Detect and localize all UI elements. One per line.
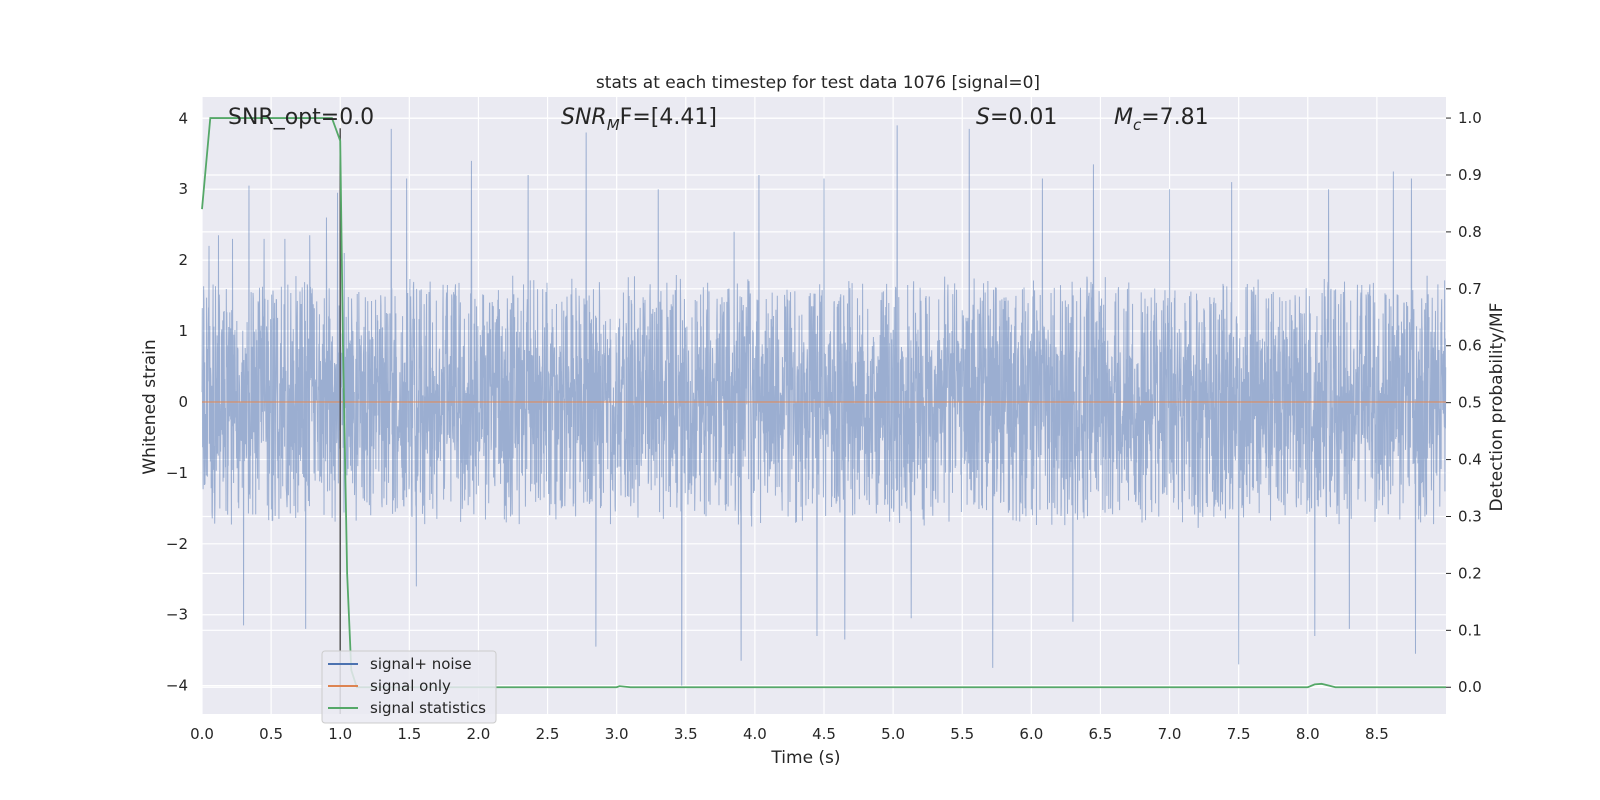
snr-mf-symbol: SNR bbox=[561, 105, 607, 130]
y-tick-label: −1 bbox=[166, 464, 188, 482]
x-tick-label: 1.5 bbox=[397, 725, 421, 743]
mc-value: =7.81 bbox=[1141, 105, 1208, 130]
snr-mf-subscript: M bbox=[607, 116, 620, 134]
mc-annotation: Mc=7.81 bbox=[1114, 105, 1209, 134]
tick-labels: 0.0 0.5 1.0 1.5 2.0 2.5 3.0 3.5 4.0 4.5 5.0 5.5 6.0 6… bbox=[166, 109, 1482, 743]
y2-tick-label: 0.5 bbox=[1458, 394, 1482, 412]
x-tick-label: 3.5 bbox=[674, 725, 698, 743]
y-tick-label: 2 bbox=[178, 251, 188, 269]
legend: signal+ noise signal only signal statist… bbox=[321, 650, 497, 724]
y-tick-label: 3 bbox=[178, 180, 188, 198]
y2-axis-label: Detection probability/MF bbox=[1487, 303, 1507, 512]
x-tick-label: 2.5 bbox=[536, 725, 560, 743]
y2-tick-label: 0.7 bbox=[1458, 280, 1482, 298]
x-tick-label: 7.0 bbox=[1158, 725, 1182, 743]
y2-tick-label: 0.6 bbox=[1458, 337, 1482, 355]
s-annotation: S=0.01 bbox=[976, 105, 1057, 130]
y2-tick-label: 1.0 bbox=[1458, 109, 1482, 127]
y2-tick-label: 0.0 bbox=[1458, 678, 1482, 696]
legend-box bbox=[321, 650, 497, 724]
x-tick-label: 5.0 bbox=[881, 725, 905, 743]
signal-noise-line bbox=[201, 125, 1447, 686]
s-symbol: S bbox=[976, 105, 990, 130]
mc-subscript: c bbox=[1133, 116, 1142, 134]
x-tick-label: 0.5 bbox=[259, 725, 283, 743]
x-tick-label: 2.0 bbox=[467, 725, 491, 743]
legend-label-signal-noise: signal+ noise bbox=[370, 655, 472, 673]
y-tick-label: −3 bbox=[166, 606, 188, 624]
x-tick-label: 4.5 bbox=[812, 725, 836, 743]
y2-tick-label: 0.2 bbox=[1458, 564, 1482, 582]
s-value: =0.01 bbox=[990, 105, 1057, 130]
y-tick-label: −4 bbox=[166, 677, 188, 695]
y2-tick-label: 0.9 bbox=[1458, 166, 1482, 184]
y-tick-label: 0 bbox=[178, 393, 188, 411]
y-tick-label: −2 bbox=[166, 535, 188, 553]
x-tick-label: 1.0 bbox=[328, 725, 352, 743]
legend-label-signal-only: signal only bbox=[370, 677, 451, 695]
y2-tick-label: 0.4 bbox=[1458, 451, 1482, 469]
mc-symbol: M bbox=[1114, 105, 1133, 130]
snr-mf-value: F=[4.41] bbox=[620, 105, 717, 130]
series-signal-noise bbox=[201, 125, 1447, 686]
y2-tick-label: 0.3 bbox=[1458, 507, 1482, 525]
x-tick-label: 6.0 bbox=[1019, 725, 1043, 743]
x-tick-label: 5.5 bbox=[950, 725, 974, 743]
snr-mf-annotation: SNRMF=[4.41] bbox=[561, 105, 717, 134]
x-axis-label: Time (s) bbox=[770, 748, 840, 768]
y-tick-label: 4 bbox=[178, 109, 188, 127]
chart-title: stats at each timestep for test data 107… bbox=[596, 73, 1040, 93]
x-tick-label: 7.5 bbox=[1227, 725, 1251, 743]
snr-opt-annotation: SNR_opt=0.0 bbox=[228, 105, 374, 130]
y-tick-label: 1 bbox=[178, 322, 188, 340]
x-tick-label: 4.0 bbox=[743, 725, 767, 743]
y-axis-label: Whitened strain bbox=[140, 339, 160, 474]
y2-tick-label: 0.8 bbox=[1458, 223, 1482, 241]
x-tick-label: 6.5 bbox=[1089, 725, 1113, 743]
x-tick-label: 8.5 bbox=[1365, 725, 1389, 743]
y2-tick-label: 0.1 bbox=[1458, 621, 1482, 639]
x-tick-label: 0.0 bbox=[190, 725, 214, 743]
x-tick-label: 8.0 bbox=[1296, 725, 1320, 743]
legend-label-signal-statistics: signal statistics bbox=[370, 699, 486, 717]
x-tick-label: 3.0 bbox=[605, 725, 629, 743]
